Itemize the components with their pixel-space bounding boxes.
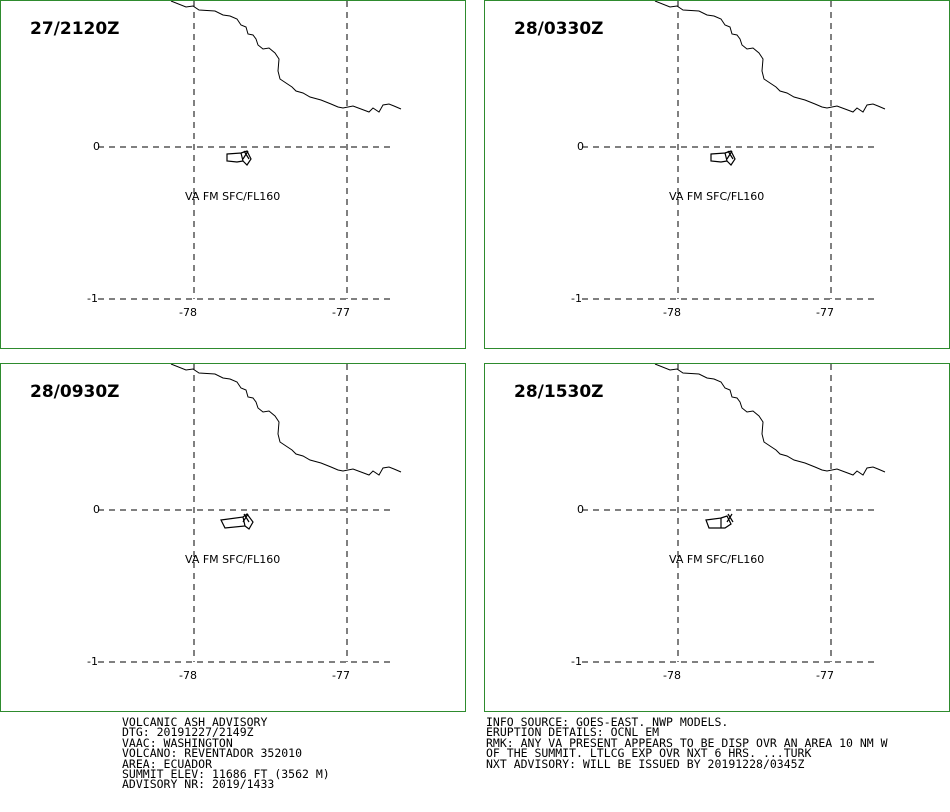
lat-label-0: 0 xyxy=(93,503,100,516)
lon-label-minus78: -78 xyxy=(663,669,681,682)
ash-height-label: VA FM SFC/FL160 xyxy=(185,190,281,203)
lon-label-minus78: -78 xyxy=(179,306,197,319)
panel-time: 28/0930Z xyxy=(30,382,120,402)
lat-label-minus1: -1 xyxy=(87,292,98,305)
ash-plume-polygon xyxy=(710,150,736,166)
coastline xyxy=(170,1,402,113)
map-graphic xyxy=(582,1,886,300)
lat-label-0: 0 xyxy=(93,140,100,153)
advisory-line: INFO SOURCE: GOES-EAST. NWP MODELS. xyxy=(486,715,729,729)
advisory-line: DTG: 20191227/2149Z xyxy=(122,725,254,740)
advisory-text-right: INFO SOURCE: GOES-EAST. NWP MODELS. ERUPT… xyxy=(486,715,888,771)
coastline xyxy=(170,364,402,476)
map-graphic xyxy=(98,364,402,663)
advisory-line: ADVISORY NR: 2019/1433 xyxy=(122,777,275,792)
ash-height-label: VA FM SFC/FL160 xyxy=(669,553,765,566)
lat-label-minus1: -1 xyxy=(87,655,98,668)
ash-plume-polygon xyxy=(705,515,732,529)
map-panel-4: 28/1530Z VA FM SFC/FL160 0 -1 -78 -77 xyxy=(484,363,950,712)
advisory-line: VOLCANIC ASH ADVISORY xyxy=(122,715,268,729)
advisory-line: RMK: ANY VA PRESENT APPEARS TO BE DISP O… xyxy=(486,735,888,750)
lon-label-minus77: -77 xyxy=(816,306,834,319)
panel-time: 28/0330Z xyxy=(514,19,604,39)
advisory-line: VAAC: WASHINGTON xyxy=(122,735,233,750)
advisory-line: NXT ADVISORY: WILL BE ISSUED BY 20191228… xyxy=(486,756,805,771)
panel-time: 28/1530Z xyxy=(514,382,604,402)
lat-label-minus1: -1 xyxy=(571,292,582,305)
advisory-line: OF THE SUMMIT. LTLCG EXP OVR NXT 6 HRS. … xyxy=(486,746,812,761)
lon-label-minus77: -77 xyxy=(332,306,350,319)
volcano-marker-icon xyxy=(242,150,250,160)
coastline xyxy=(654,364,886,476)
ash-plume-polygon xyxy=(220,513,254,530)
coastline xyxy=(654,1,886,113)
lon-label-minus78: -78 xyxy=(179,669,197,682)
ash-height-label: VA FM SFC/FL160 xyxy=(669,190,765,203)
map-panel-3: 28/0930Z VA FM SFC/FL160 0 -1 -78 -77 xyxy=(0,363,466,712)
map-panel-2: 28/0330Z VA FM SFC/FL160 0 -1 -78 -77 xyxy=(484,0,950,349)
volcano-marker-icon xyxy=(242,513,250,523)
panel-time: 27/2120Z xyxy=(30,19,120,39)
lat-label-0: 0 xyxy=(577,503,584,516)
lat-label-minus1: -1 xyxy=(571,655,582,668)
ash-plume-polygon xyxy=(226,150,252,166)
ash-height-label: VA FM SFC/FL160 xyxy=(185,553,281,566)
advisory-line: AREA: ECUADOR xyxy=(122,756,213,771)
lat-label-0: 0 xyxy=(577,140,584,153)
map-panel-1: 27/2120Z VA FM SFC/FL160 0 -1 -78 -77 xyxy=(0,0,466,349)
lon-label-minus78: -78 xyxy=(663,306,681,319)
advisory-line: SUMMIT ELEV: 11686 FT (3562 M) xyxy=(122,767,330,782)
volcano-marker-icon xyxy=(726,150,734,160)
lon-label-minus77: -77 xyxy=(332,669,350,682)
advisory-line: ERUPTION DETAILS: OCNL EM xyxy=(486,725,660,740)
advisory-text-left: VOLCANIC ASH ADVISORY DTG: 20191227/2149Z… xyxy=(122,715,330,792)
map-graphic xyxy=(98,1,402,300)
advisory-line: VOLCANO: REVENTADOR 352010 xyxy=(122,746,303,761)
lon-label-minus77: -77 xyxy=(816,669,834,682)
map-graphic xyxy=(582,364,886,663)
volcano-marker-icon xyxy=(726,513,734,523)
